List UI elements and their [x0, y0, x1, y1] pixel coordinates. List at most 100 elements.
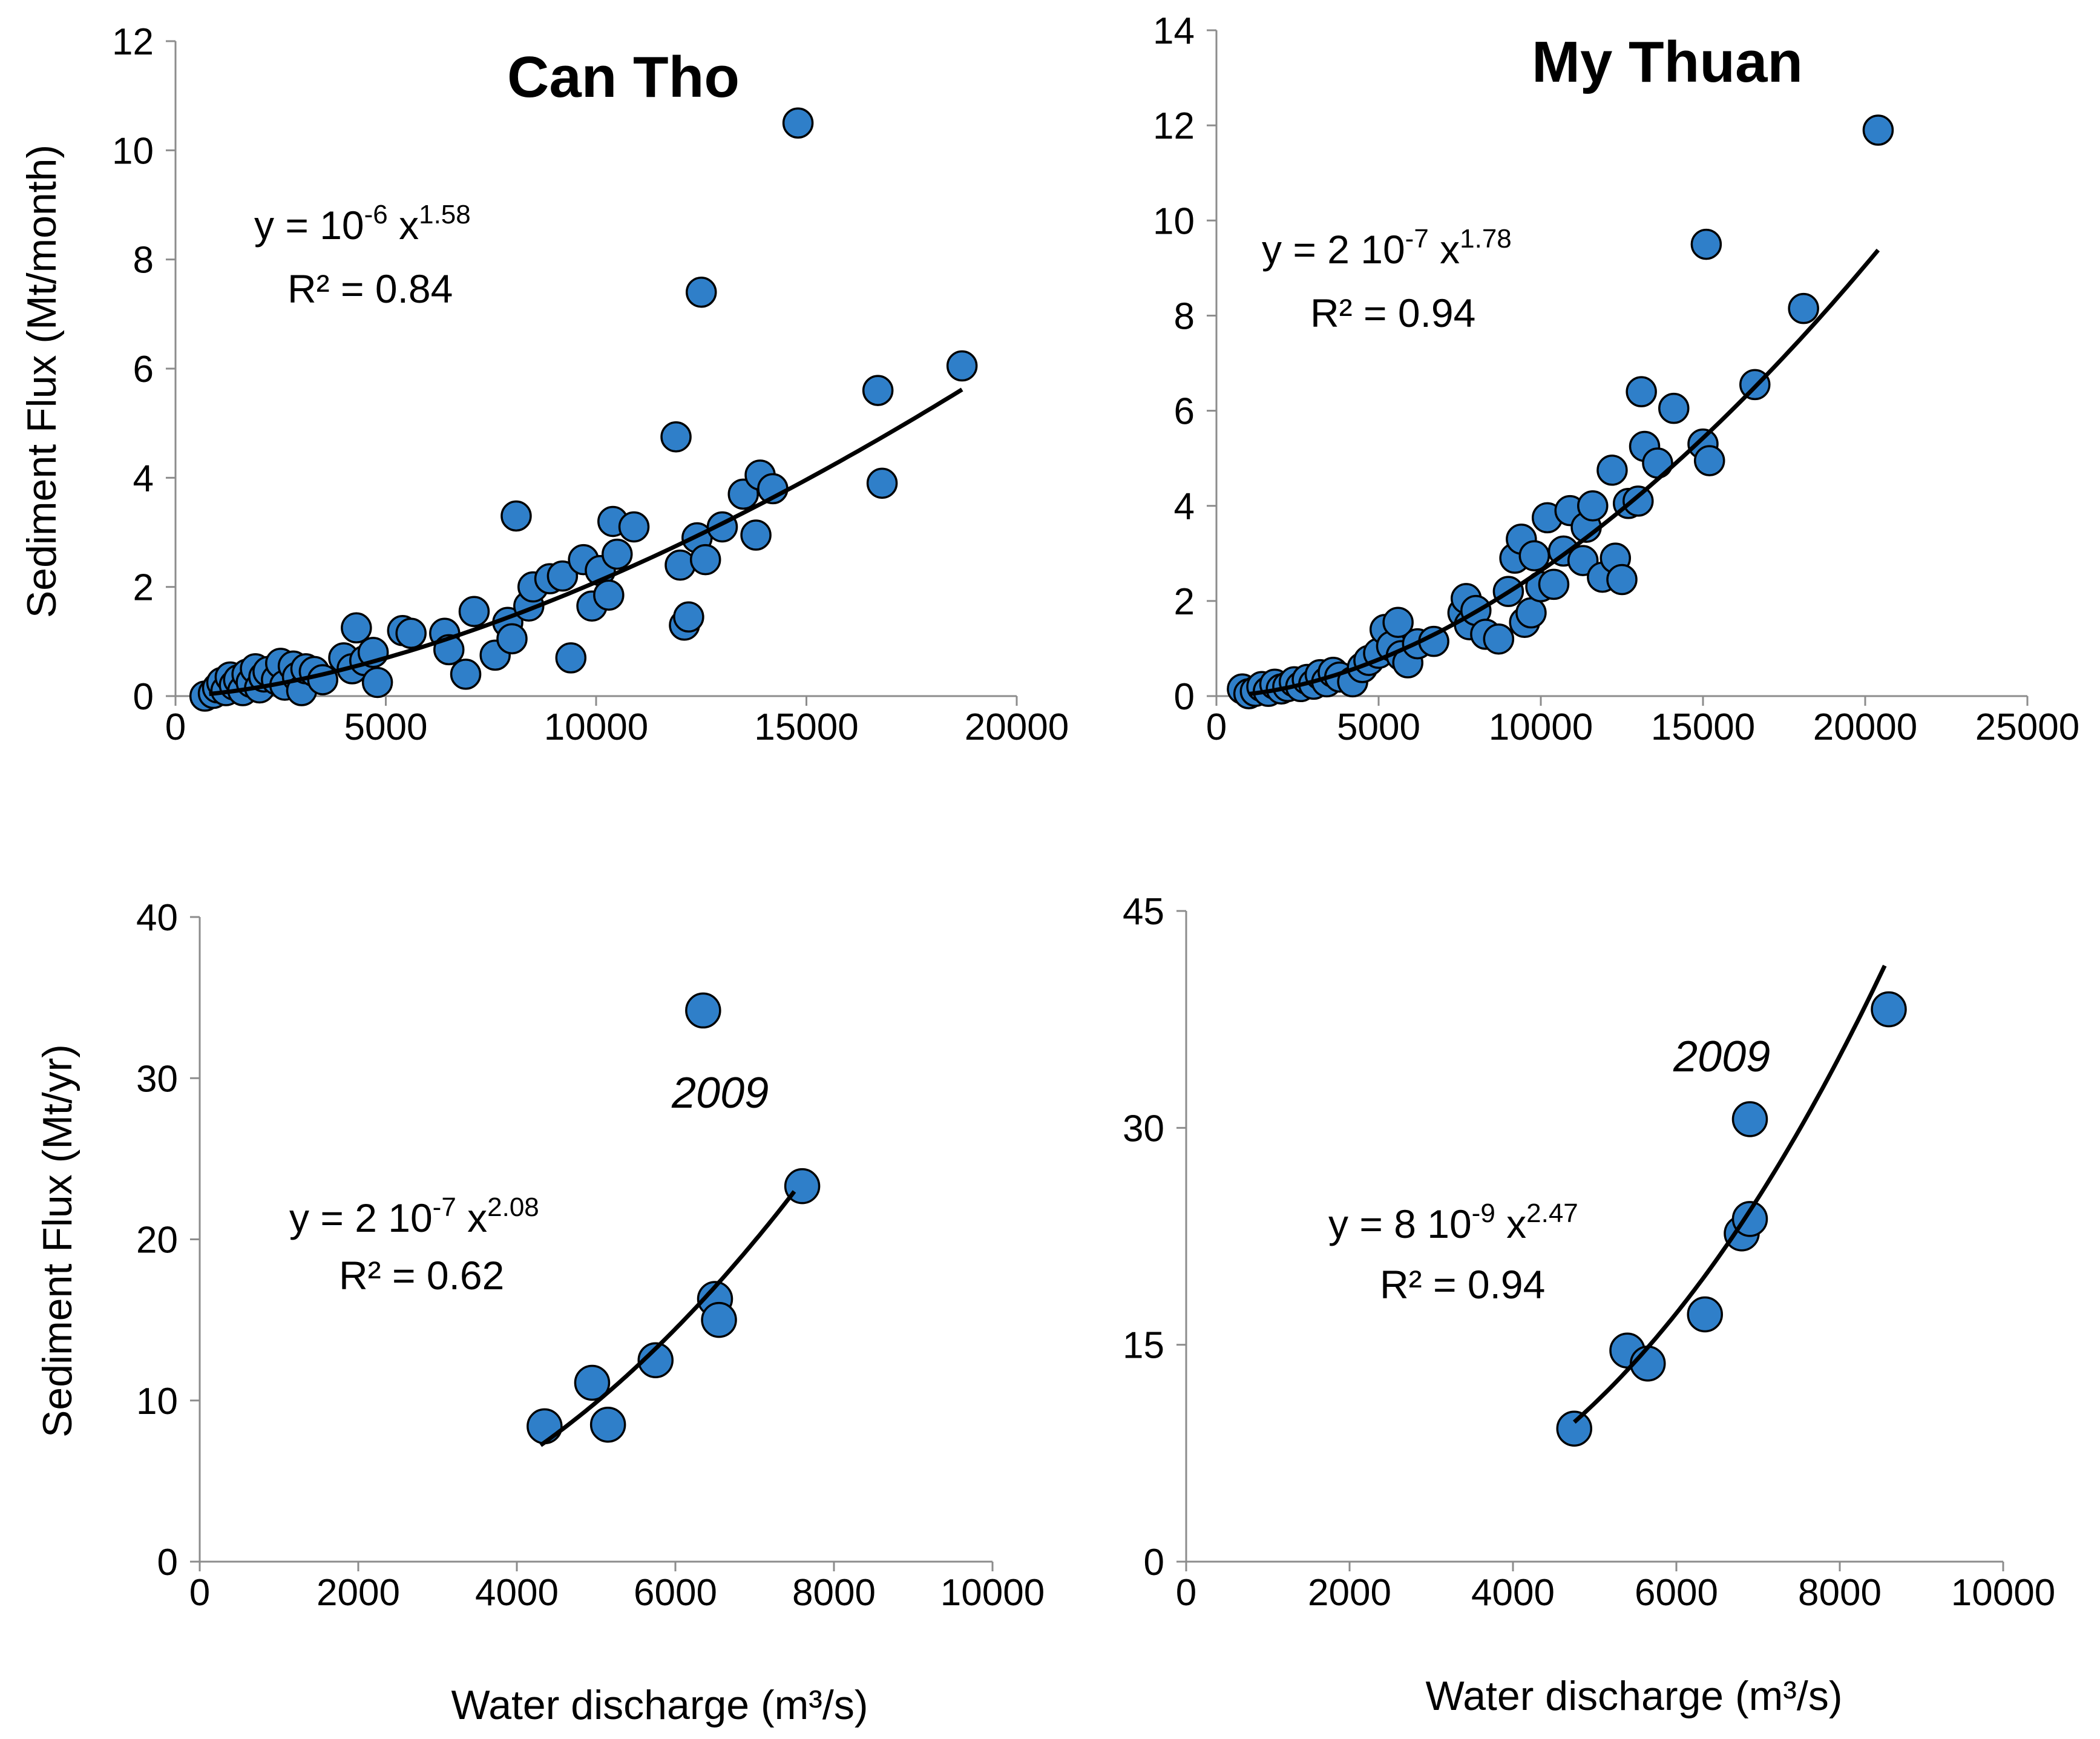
data-points	[1227, 114, 1894, 709]
data-point	[637, 1342, 674, 1378]
y-tick-label: 8	[1174, 295, 1195, 337]
equation-power: 1.58	[419, 200, 471, 229]
r-squared: R² = 0.84	[287, 266, 453, 311]
data-point	[602, 538, 633, 570]
r-squared: R² = 0.94	[1380, 1262, 1545, 1307]
r-squared: R² = 0.94	[1310, 291, 1475, 335]
data-point	[1483, 623, 1515, 655]
data-point	[1556, 1410, 1592, 1447]
fit-equation: y = 8 10-9 x2.47	[1328, 1198, 1578, 1246]
panel-my-thuan-monthly: My Thuan y = 2 10-7 x1.78 R² = 0.94 0 500…	[1153, 10, 2079, 748]
data-point	[496, 623, 528, 655]
panel-title: Can Tho	[507, 45, 740, 110]
axes: 0 5000 10000 15000 20000 25000 0 2 4 6 8 10 12 14	[1153, 10, 2079, 748]
y-tick-label: 45	[1123, 891, 1164, 933]
data-point	[618, 511, 650, 543]
x-tick-label: 0	[189, 1572, 210, 1614]
x-axis-title: Water discharge (m³/s)	[1426, 1673, 1843, 1719]
y-tick-label: 10	[1153, 200, 1195, 242]
data-point	[866, 467, 898, 499]
data-point	[555, 642, 587, 674]
y-tick-label: 10	[136, 1381, 178, 1422]
axes: 0 2000 4000 6000 8000 10000 0 10 20 30 40	[136, 897, 1045, 1614]
data-point	[1862, 114, 1894, 146]
equation-prefix: y = 10	[254, 203, 364, 248]
y-tick-label: 30	[136, 1058, 178, 1100]
data-point	[593, 579, 625, 611]
y-tick-label: 4	[133, 458, 154, 499]
data-point	[589, 1406, 626, 1443]
y-tick-label: 15	[1123, 1325, 1164, 1367]
x-tick-label: 10000	[940, 1572, 1045, 1614]
data-point	[1626, 376, 1657, 407]
data-point	[782, 107, 814, 139]
power-fit-curve	[1572, 964, 1887, 1424]
equation-power: 2.08	[487, 1192, 539, 1222]
equation-coef-exponent: -7	[433, 1192, 456, 1222]
y-tick-label: 0	[157, 1542, 178, 1583]
equation-x: x	[456, 1195, 487, 1240]
data-point	[1577, 490, 1609, 522]
x-axis-title: Water discharge (m³/s)	[451, 1682, 868, 1728]
data-point	[1687, 1296, 1723, 1333]
y-tick-label: 4	[1174, 486, 1195, 528]
y-tick-label: 6	[133, 349, 154, 390]
power-fit-curve	[1249, 248, 1880, 697]
data-points	[189, 107, 978, 712]
equation-prefix: y = 2 10	[1262, 227, 1405, 272]
y-tick-label: 12	[1153, 105, 1195, 147]
x-tick-label: 10000	[1951, 1572, 2055, 1614]
data-point	[1623, 485, 1654, 517]
x-tick-label: 0	[165, 706, 186, 748]
panel-can-tho-monthly: Can Tho Sediment Flux (Mt/month) y = 10-…	[19, 21, 1069, 748]
y-tick-label: 6	[1174, 391, 1195, 433]
fit-equation: y = 2 10-7 x1.78	[1262, 224, 1512, 272]
equation-coef-exponent: -7	[1405, 224, 1429, 254]
data-point	[1693, 445, 1725, 476]
r-squared: R² = 0.62	[339, 1253, 504, 1298]
equation-coef-exponent: -6	[364, 200, 388, 229]
y-axis-title: Sediment Flux (Mt/yr)	[34, 1044, 80, 1438]
data-point	[458, 596, 490, 627]
x-tick-label: 0	[1176, 1572, 1196, 1614]
y-tick-label: 2	[1174, 581, 1195, 623]
data-point	[546, 560, 579, 592]
data-point	[686, 277, 717, 308]
data-point	[341, 612, 372, 644]
equation-power: 1.78	[1460, 224, 1512, 254]
equation-prefix: y = 2 10	[289, 1195, 433, 1240]
data-point	[1596, 455, 1628, 486]
power-fit-curve	[539, 1190, 796, 1447]
x-tick-label: 8000	[792, 1572, 876, 1614]
x-tick-label: 2000	[317, 1572, 400, 1614]
x-tick-label: 5000	[344, 706, 428, 748]
x-tick-label: 5000	[1337, 706, 1420, 748]
data-point	[660, 421, 692, 453]
y-tick-label: 0	[1174, 676, 1195, 718]
data-point	[1788, 292, 1819, 324]
data-point	[450, 659, 482, 690]
year-annotation: 2009	[1673, 1033, 1770, 1081]
data-point	[740, 519, 772, 551]
x-tick-label: 6000	[1635, 1572, 1718, 1614]
data-point	[862, 375, 894, 406]
data-point	[1606, 564, 1638, 596]
x-tick-label: 4000	[475, 1572, 559, 1614]
data-point	[1871, 991, 1907, 1028]
panel-title: My Thuan	[1532, 30, 1803, 94]
data-point	[946, 350, 978, 382]
x-tick-label: 10000	[544, 706, 648, 748]
y-tick-label: 30	[1123, 1108, 1164, 1149]
y-tick-label: 0	[133, 676, 154, 718]
y-axis-title: Sediment Flux (Mt/month)	[19, 145, 65, 618]
x-tick-label: 4000	[1471, 1572, 1555, 1614]
axes: 0 2000 4000 6000 8000 10000 0 15 30 45	[1123, 891, 2055, 1614]
y-tick-label: 14	[1153, 10, 1195, 52]
fit-equation: y = 2 10-7 x2.08	[289, 1192, 539, 1240]
data-point	[307, 664, 338, 695]
equation-x: x	[388, 203, 419, 248]
x-tick-label: 25000	[1975, 706, 2079, 748]
x-tick-label: 15000	[1651, 706, 1755, 748]
data-point	[1538, 568, 1570, 600]
